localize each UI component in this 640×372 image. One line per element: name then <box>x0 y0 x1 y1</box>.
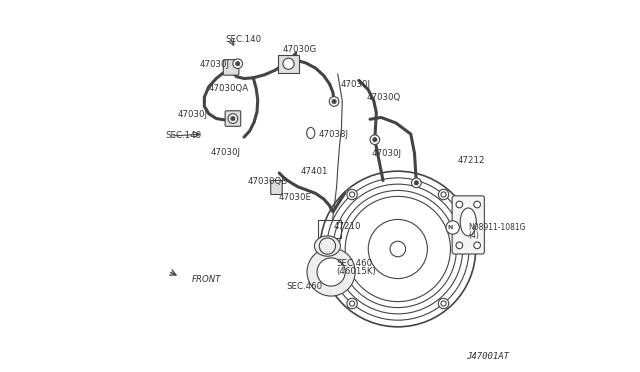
Circle shape <box>283 58 294 69</box>
Text: SEC.140: SEC.140 <box>165 131 201 141</box>
FancyBboxPatch shape <box>223 60 239 75</box>
Ellipse shape <box>460 208 476 236</box>
Circle shape <box>329 97 339 106</box>
Text: 47030J: 47030J <box>372 149 402 158</box>
Circle shape <box>414 181 419 185</box>
Text: 47212: 47212 <box>457 156 484 165</box>
Text: J47001AT: J47001AT <box>467 352 509 361</box>
Text: (4): (4) <box>468 231 479 240</box>
Ellipse shape <box>307 248 355 296</box>
Text: N: N <box>447 225 452 230</box>
FancyBboxPatch shape <box>225 111 241 126</box>
Text: SEC.140: SEC.140 <box>225 35 262 44</box>
FancyBboxPatch shape <box>452 196 484 254</box>
Text: 47030J: 47030J <box>177 110 207 119</box>
Text: 47210: 47210 <box>333 221 361 231</box>
Text: (46015K): (46015K) <box>337 267 376 276</box>
Text: FRONT: FRONT <box>192 275 221 284</box>
Circle shape <box>438 189 449 200</box>
Circle shape <box>347 298 357 309</box>
Text: 47038J: 47038J <box>319 130 349 140</box>
Text: 47030Q: 47030Q <box>366 93 401 102</box>
Circle shape <box>332 99 336 104</box>
Circle shape <box>474 201 481 208</box>
Text: 47030J: 47030J <box>211 148 241 157</box>
Circle shape <box>317 258 345 286</box>
Circle shape <box>456 242 463 248</box>
Circle shape <box>370 135 380 144</box>
Text: 47030QA: 47030QA <box>209 84 249 93</box>
Circle shape <box>233 59 243 68</box>
FancyBboxPatch shape <box>271 180 282 195</box>
Circle shape <box>230 116 235 121</box>
Circle shape <box>228 114 237 124</box>
Circle shape <box>438 298 449 309</box>
Text: 47030J: 47030J <box>340 80 371 89</box>
Circle shape <box>347 189 357 200</box>
Text: N08911-1081G: N08911-1081G <box>468 223 525 232</box>
Text: 47030G: 47030G <box>283 45 317 54</box>
Circle shape <box>474 242 481 248</box>
Circle shape <box>446 221 460 234</box>
Text: 47030E: 47030E <box>278 193 312 202</box>
Circle shape <box>412 178 421 187</box>
Bar <box>318 220 341 238</box>
Text: 47030QB: 47030QB <box>248 177 288 186</box>
Text: 47030J: 47030J <box>200 60 230 69</box>
Ellipse shape <box>314 236 340 256</box>
Text: SEC.460: SEC.460 <box>337 259 373 267</box>
Circle shape <box>456 201 463 208</box>
Text: 47401: 47401 <box>301 167 328 176</box>
Circle shape <box>372 137 377 142</box>
Text: SEC.460: SEC.460 <box>286 282 322 291</box>
Circle shape <box>236 61 240 66</box>
Ellipse shape <box>307 128 315 138</box>
Bar <box>278 55 300 73</box>
